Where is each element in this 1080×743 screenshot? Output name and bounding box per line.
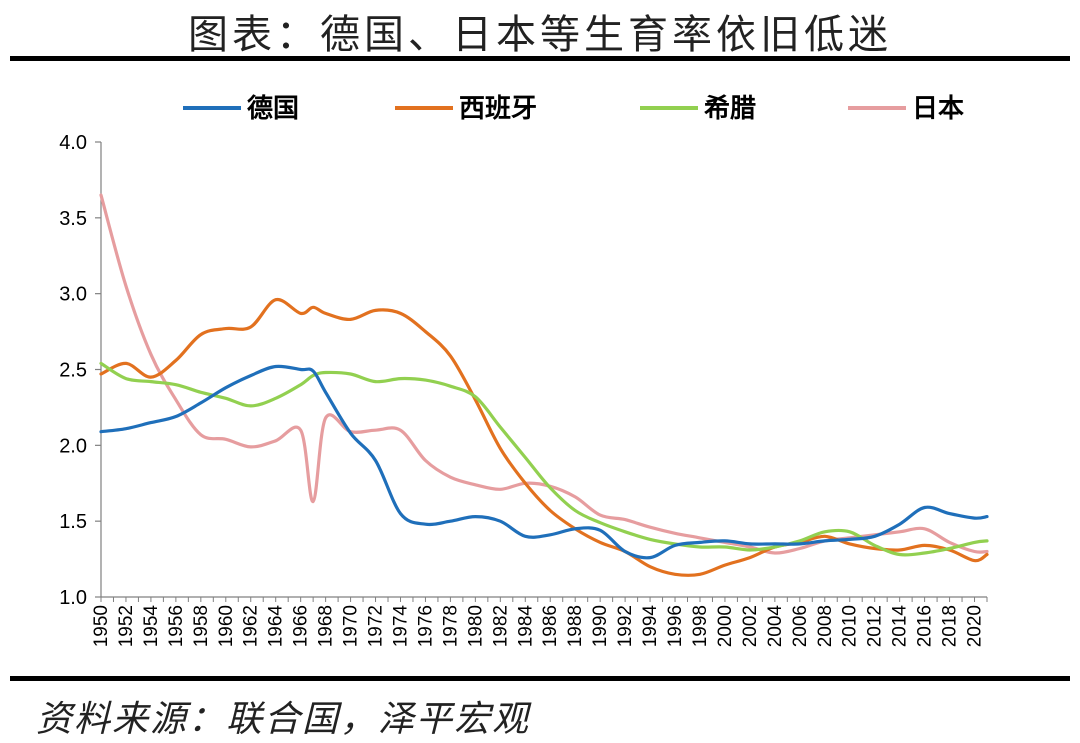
legend-label-1: 西班牙 [459,93,537,123]
x-tick-label: 1962 [241,605,262,647]
x-tick-label: 1954 [141,605,162,648]
x-tick-label: 1970 [341,605,362,647]
x-tick-label: 1980 [465,605,486,647]
x-tick-label: 1978 [440,605,461,647]
x-tick-label: 1994 [640,605,661,648]
x-tick-label: 1996 [665,605,686,647]
x-tick-label: 2008 [815,605,836,647]
y-tick-label: 1.5 [59,511,87,533]
x-tick-label: 1982 [490,605,511,647]
x-tick-label: 2016 [915,605,936,647]
chart-legend: 德国 西班牙 希腊 日本 [183,93,964,123]
y-tick-label: 1.0 [59,587,87,609]
title-rule [10,56,1070,61]
x-tick-label: 1960 [216,605,237,647]
legend-label-3: 日本 [912,93,964,123]
x-tick-label: 1990 [590,605,611,647]
legend-label-2: 希腊 [704,93,756,123]
x-tick-label: 1972 [366,605,387,647]
x-tick-label: 2012 [865,605,886,647]
x-tick-label: 2010 [840,605,861,647]
y-axis: 1.0 1.5 2.0 2.5 3.0 3.5 4.0 [59,132,102,609]
x-axis: 1950 1952 1954 1956 1958 1960 1962 1964 1966 1968… [91,596,988,648]
x-tick-label: 1956 [166,605,187,647]
plot-area [99,193,989,577]
y-tick-label: 2.0 [59,435,87,457]
y-tick-label: 2.5 [59,360,87,382]
x-tick-label: 2002 [740,605,761,647]
x-tick-label: 1950 [91,605,112,647]
legend-label-0: 德国 [247,93,299,123]
x-tick-label: 1992 [615,605,636,647]
x-tick-label: 1966 [291,605,312,647]
x-tick-label: 1976 [415,605,436,647]
series-line-0 [99,364,989,560]
series-line-3 [99,193,989,555]
x-tick-label: 1958 [191,605,212,647]
chart-title: 图表：德国、日本等生育率依旧低迷 [188,12,892,58]
x-tick-label: 1964 [266,605,287,648]
series-line-2 [99,361,989,557]
x-tick-label: 1952 [116,605,137,647]
source-rule [10,676,1070,681]
x-tick-label: 2018 [940,605,961,647]
y-tick-label: 3.0 [59,284,87,306]
x-tick-label: 2020 [965,605,986,647]
series-line-1 [99,298,989,577]
x-tick-label: 1968 [316,605,337,647]
x-tick-label: 1974 [390,605,411,648]
x-tick-label: 2000 [715,605,736,647]
x-tick-label: 2004 [765,605,786,648]
y-tick-label: 3.5 [59,208,87,230]
x-tick-label: 1998 [690,605,711,647]
x-tick-label: 2006 [790,605,811,647]
x-tick-label: 2014 [890,605,911,648]
x-tick-label: 1986 [540,605,561,647]
x-tick-label: 1988 [565,605,586,647]
x-tick-label: 1984 [515,605,536,648]
source-note: 资料来源：联合国，泽平宏观 [36,699,531,740]
y-tick-label: 4.0 [59,132,87,154]
